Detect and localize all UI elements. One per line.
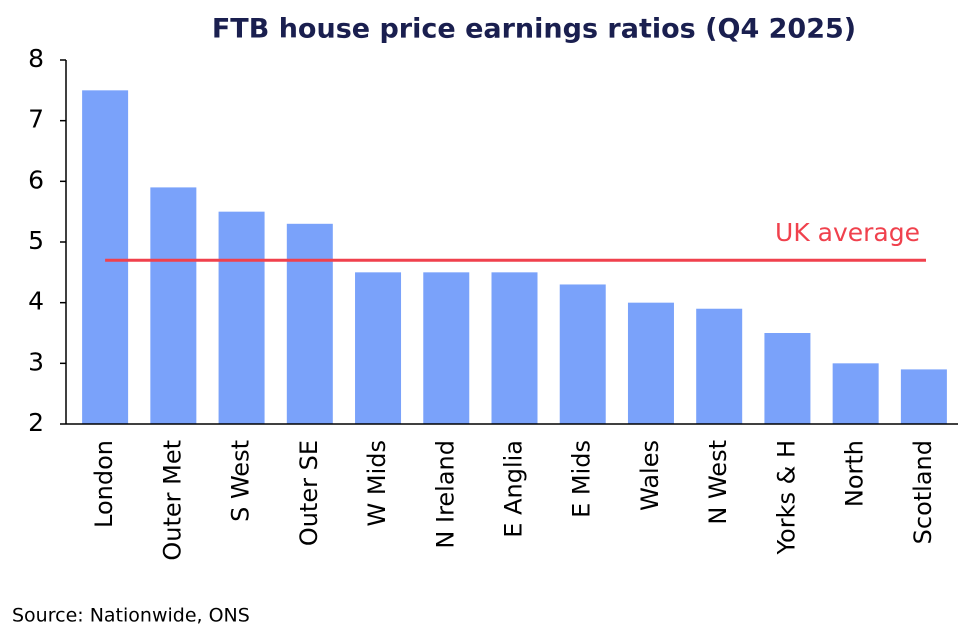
- bar: [82, 90, 129, 424]
- bar: [150, 187, 197, 424]
- bar: [900, 369, 947, 424]
- y-tick-label: 3: [28, 347, 44, 376]
- bar: [423, 272, 470, 424]
- bar: [286, 223, 333, 424]
- x-tick-label: N West: [704, 440, 732, 525]
- bar: [764, 333, 811, 424]
- x-tick-label: Outer Met: [158, 440, 186, 561]
- y-tick-label: 6: [28, 165, 44, 194]
- x-tick-label: London: [90, 440, 118, 528]
- x-tick-label: S West: [227, 440, 255, 522]
- bar: [832, 363, 879, 424]
- x-tick-label: Wales: [636, 440, 664, 511]
- bar: [218, 211, 265, 424]
- x-tick-label: W Mids: [363, 440, 391, 526]
- x-tick-label: Yorks & H: [772, 440, 800, 555]
- bar: [559, 284, 606, 424]
- reference-label: UK average: [775, 218, 920, 247]
- x-tick-label: N Ireland: [431, 440, 459, 549]
- x-tick-label: Scotland: [909, 440, 937, 544]
- bar: [355, 272, 402, 424]
- x-tick-label: Outer SE: [295, 440, 323, 546]
- y-tick-label: 2: [28, 408, 44, 437]
- y-tick-label: 4: [28, 287, 44, 316]
- source-note: Source: Nationwide, ONS: [12, 605, 250, 627]
- y-tick-label: 7: [28, 105, 44, 134]
- bar: [696, 308, 743, 424]
- y-tick-label: 8: [28, 44, 44, 73]
- bar: [627, 302, 674, 424]
- x-tick-label: North: [841, 440, 869, 507]
- x-tick-label: E Mids: [568, 440, 596, 518]
- y-tick-label: 5: [28, 226, 44, 255]
- chart-title: FTB house price earnings ratios (Q4 2025…: [212, 14, 856, 45]
- x-tick-label: E Anglia: [500, 440, 528, 538]
- bar: [491, 272, 538, 424]
